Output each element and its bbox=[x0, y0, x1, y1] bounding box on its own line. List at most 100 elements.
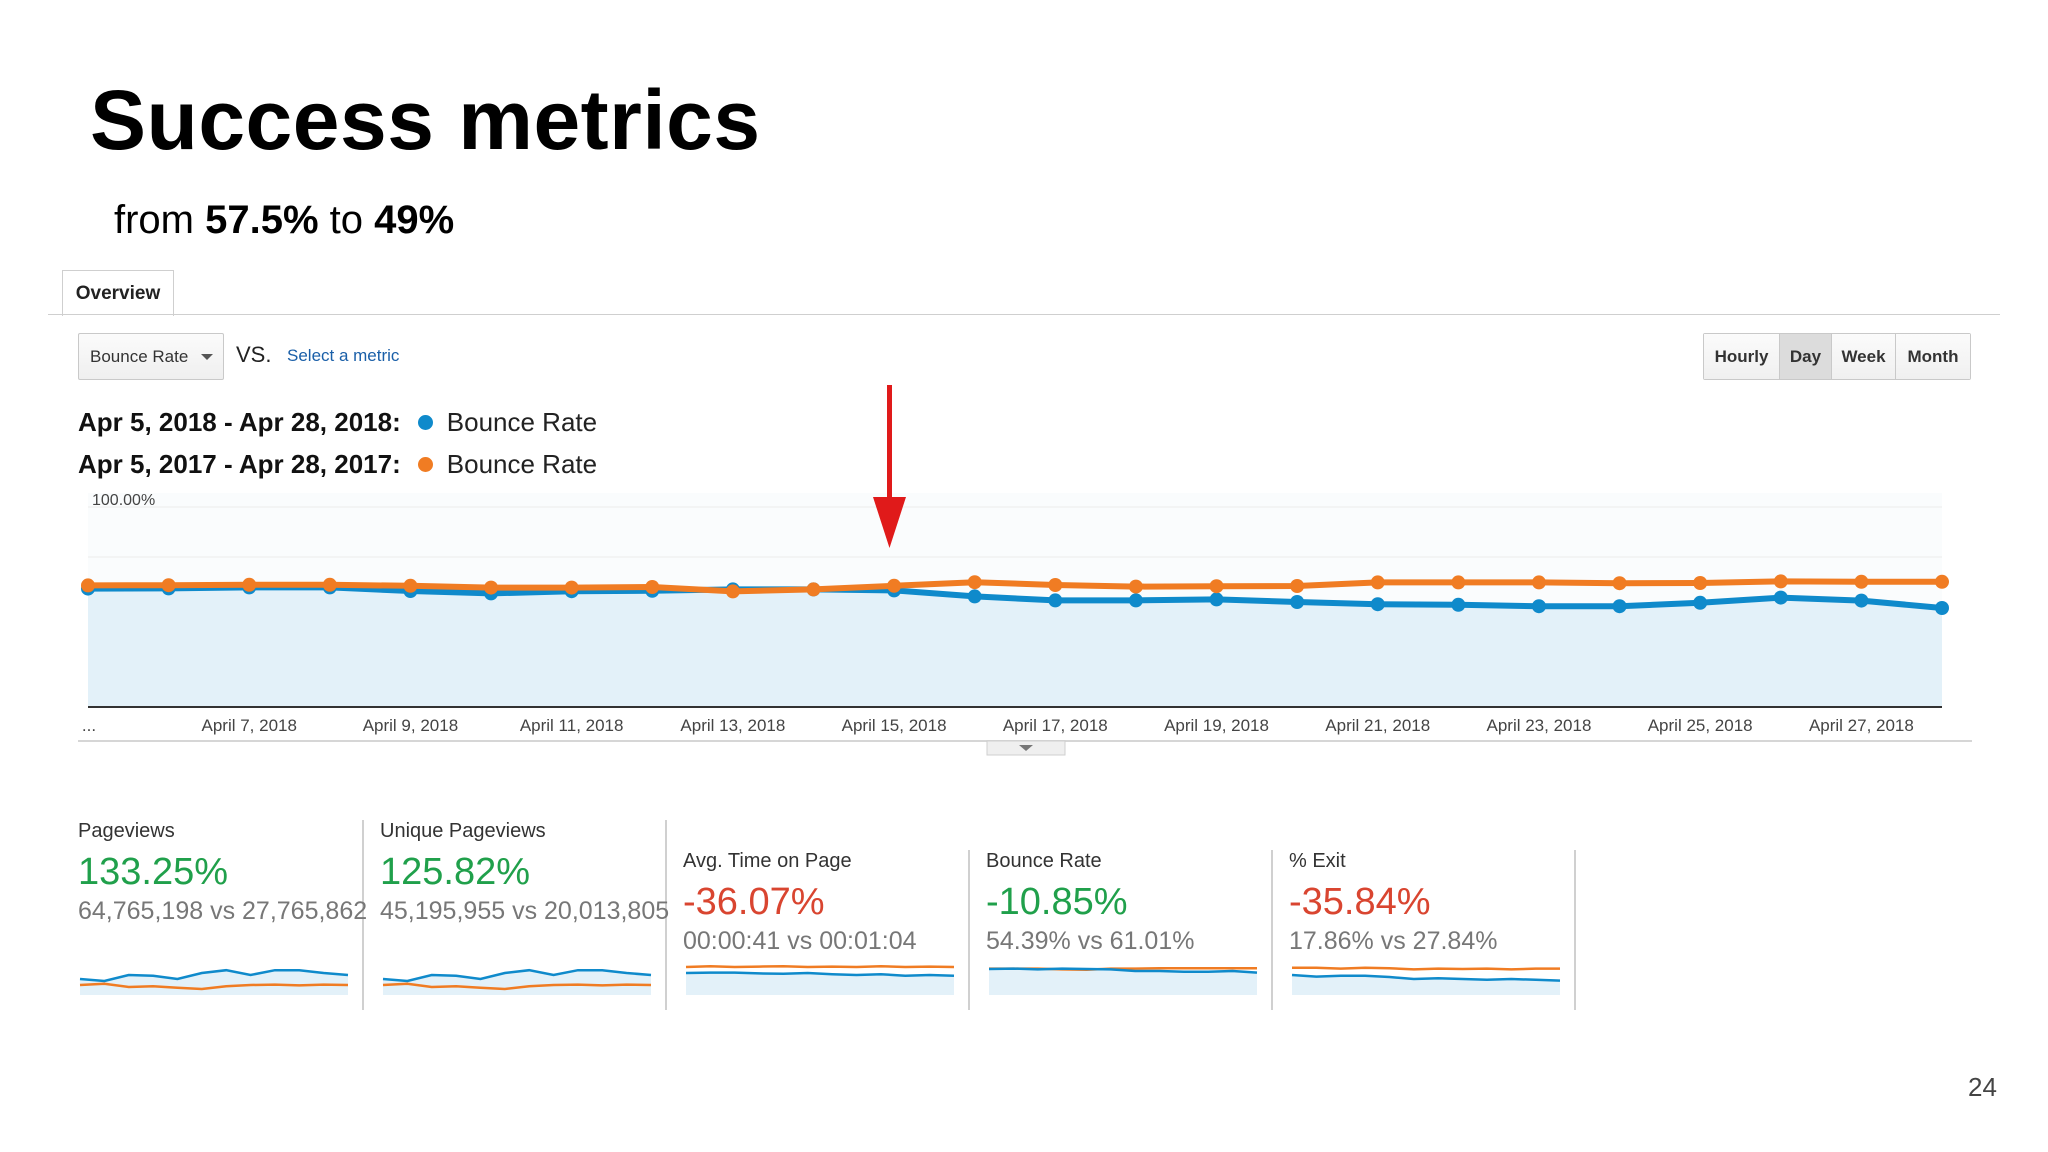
data-point-bounce-rate-2018 bbox=[1935, 601, 1949, 615]
data-point-bounce-rate-2017 bbox=[484, 580, 499, 595]
series-line-bounce-rate-2018 bbox=[87, 584, 1943, 611]
data-point-bounce-rate-2017 bbox=[322, 577, 337, 592]
x-tick-label: April 23, 2018 bbox=[1487, 716, 1592, 735]
data-point-bounce-rate-2017 bbox=[1209, 579, 1224, 594]
granularity-week-button[interactable]: Week bbox=[1832, 334, 1896, 379]
red-arrow-shaft bbox=[887, 385, 892, 500]
scorecard-unique-pageviews[interactable]: Unique Pageviews 125.82% 45,195,955 vs 2… bbox=[380, 820, 680, 926]
x-tick-label: April 7, 2018 bbox=[201, 716, 296, 735]
x-tick-label: April 13, 2018 bbox=[680, 716, 785, 735]
scorecard-compare: 64,765,198 vs 27,765,862 bbox=[78, 897, 368, 925]
subtitle-mid: to bbox=[318, 198, 375, 242]
x-tick-label: April 17, 2018 bbox=[1003, 716, 1108, 735]
data-point-bounce-rate-2017 bbox=[564, 580, 579, 595]
data-point-bounce-rate-2018 bbox=[1048, 593, 1063, 608]
subtitle-to-value: 49% bbox=[374, 198, 455, 242]
scorecard-bounce-rate[interactable]: Bounce Rate -10.85% 54.39% vs 61.01% bbox=[986, 850, 1286, 956]
data-point-bounce-rate-2017 bbox=[1612, 576, 1627, 591]
chevron-down-icon bbox=[1019, 745, 1033, 751]
data-point-bounce-rate-2017 bbox=[81, 578, 95, 593]
data-point-bounce-rate-2017 bbox=[725, 584, 740, 599]
data-point-bounce-rate-2017 bbox=[1773, 574, 1788, 589]
scorecard-divider bbox=[1271, 850, 1273, 1010]
scorecard-label: Pageviews bbox=[78, 820, 175, 842]
scorecard-divider bbox=[1574, 850, 1576, 1010]
subtitle-from-value: 57.5% bbox=[205, 198, 319, 242]
data-point-bounce-rate-2018 bbox=[1773, 590, 1788, 605]
data-point-bounce-rate-2018 bbox=[1128, 593, 1143, 608]
scorecard-avg-time-on-page[interactable]: Avg. Time on Page -36.07% 00:00:41 vs 00… bbox=[683, 850, 983, 956]
metric-select-value: Bounce Rate bbox=[90, 346, 189, 366]
data-point-bounce-rate-2018 bbox=[1531, 599, 1546, 614]
slide-subtitle: from 57.5% to 49% bbox=[114, 198, 454, 243]
scorecard-change: -35.84% bbox=[1289, 881, 1431, 923]
legend-row-previous: Apr 5, 2017 - Apr 28, 2017: Bounce Rate bbox=[78, 449, 597, 480]
data-point-bounce-rate-2017 bbox=[1693, 576, 1708, 590]
scorecard-pageviews[interactable]: Pageviews 133.25% 64,765,198 vs 27,765,8… bbox=[78, 820, 378, 926]
scorecard-compare: 54.39% vs 61.01% bbox=[986, 927, 1195, 955]
data-point-bounce-rate-2018 bbox=[1693, 595, 1708, 610]
series-line-bounce-rate-2017 bbox=[87, 578, 1942, 595]
data-point-bounce-rate-2018 bbox=[1370, 597, 1385, 612]
metric-select[interactable]: Bounce Rate bbox=[78, 333, 224, 380]
scorecard-label: Unique Pageviews bbox=[380, 820, 546, 842]
granularity-hourly-button[interactable]: Hourly bbox=[1704, 334, 1780, 379]
x-tick-label: April 25, 2018 bbox=[1648, 716, 1753, 735]
scorecard-change: 133.25% bbox=[78, 851, 229, 893]
granularity-day-button[interactable]: Day bbox=[1780, 334, 1832, 379]
data-point-bounce-rate-2018 bbox=[1451, 597, 1466, 612]
granularity-buttons: Hourly Day Week Month bbox=[1703, 333, 1971, 380]
series-area-bounce-rate-2018 bbox=[88, 587, 1942, 707]
data-point-bounce-rate-2018 bbox=[1290, 595, 1305, 609]
data-point-bounce-rate-2017 bbox=[1290, 579, 1305, 593]
tab-divider bbox=[48, 314, 2000, 315]
vs-label: VS. bbox=[236, 342, 272, 367]
data-point-bounce-rate-2017 bbox=[1531, 575, 1546, 590]
data-point-bounce-rate-2018 bbox=[1209, 592, 1224, 607]
data-point-bounce-rate-2017 bbox=[645, 580, 660, 594]
data-point-bounce-rate-2017 bbox=[1854, 574, 1869, 589]
legend-row-current: Apr 5, 2018 - Apr 28, 2018: Bounce Rate bbox=[78, 407, 597, 438]
data-point-bounce-rate-2017 bbox=[806, 582, 821, 597]
scorecard-divider bbox=[665, 820, 667, 1010]
scorecard-divider bbox=[362, 820, 364, 1010]
scorecard-compare: 45,195,955 vs 20,013,805 bbox=[380, 897, 670, 925]
x-tick-label: April 19, 2018 bbox=[1164, 716, 1269, 735]
legend-series-name: Bounce Rate bbox=[446, 407, 598, 437]
data-point-bounce-rate-2017 bbox=[161, 578, 176, 593]
data-point-bounce-rate-2017 bbox=[1048, 578, 1063, 592]
scorecard-label: Avg. Time on Page bbox=[683, 850, 852, 872]
data-point-bounce-rate-2018 bbox=[1612, 599, 1627, 614]
granularity-month-button[interactable]: Month bbox=[1896, 334, 1970, 379]
data-point-bounce-rate-2017 bbox=[1370, 575, 1385, 590]
scorecard-change: -10.85% bbox=[986, 881, 1128, 923]
scorecard-divider bbox=[968, 850, 970, 1010]
y-tick-label: 100.00% bbox=[92, 492, 155, 509]
subtitle-prefix: from bbox=[114, 198, 206, 242]
data-point-bounce-rate-2018 bbox=[967, 589, 982, 604]
x-tick-label: ... bbox=[82, 716, 96, 735]
red-arrow-down-icon bbox=[873, 497, 906, 548]
scorecard-change: 125.82% bbox=[380, 851, 531, 893]
data-point-bounce-rate-2017 bbox=[1451, 575, 1466, 590]
x-tick-label: April 11, 2018 bbox=[520, 716, 624, 735]
scorecard-label: % Exit bbox=[1289, 850, 1346, 872]
legend-range: Apr 5, 2018 - Apr 28, 2018: bbox=[78, 407, 401, 437]
slide-title: Success metrics bbox=[90, 73, 761, 167]
data-point-bounce-rate-2017 bbox=[1935, 574, 1949, 589]
data-point-bounce-rate-2017 bbox=[967, 575, 982, 590]
legend-dot-orange bbox=[417, 457, 433, 472]
legend-dot-blue bbox=[417, 415, 433, 430]
legend-series-name: Bounce Rate bbox=[446, 449, 598, 479]
data-point-bounce-rate-2017 bbox=[242, 577, 257, 592]
legend-range: Apr 5, 2017 - Apr 28, 2017: bbox=[78, 449, 401, 479]
select-metric-link[interactable]: Select a metric bbox=[287, 346, 400, 365]
scorecard-exit-rate[interactable]: % Exit -35.84% 17.86% vs 27.84% bbox=[1289, 850, 1589, 956]
x-tick-label: April 9, 2018 bbox=[363, 716, 458, 735]
data-point-bounce-rate-2017 bbox=[1128, 579, 1143, 594]
scorecard-compare: 17.86% vs 27.84% bbox=[1289, 927, 1498, 955]
tab-overview[interactable]: Overview bbox=[62, 270, 174, 316]
x-tick-label: April 21, 2018 bbox=[1325, 716, 1430, 735]
